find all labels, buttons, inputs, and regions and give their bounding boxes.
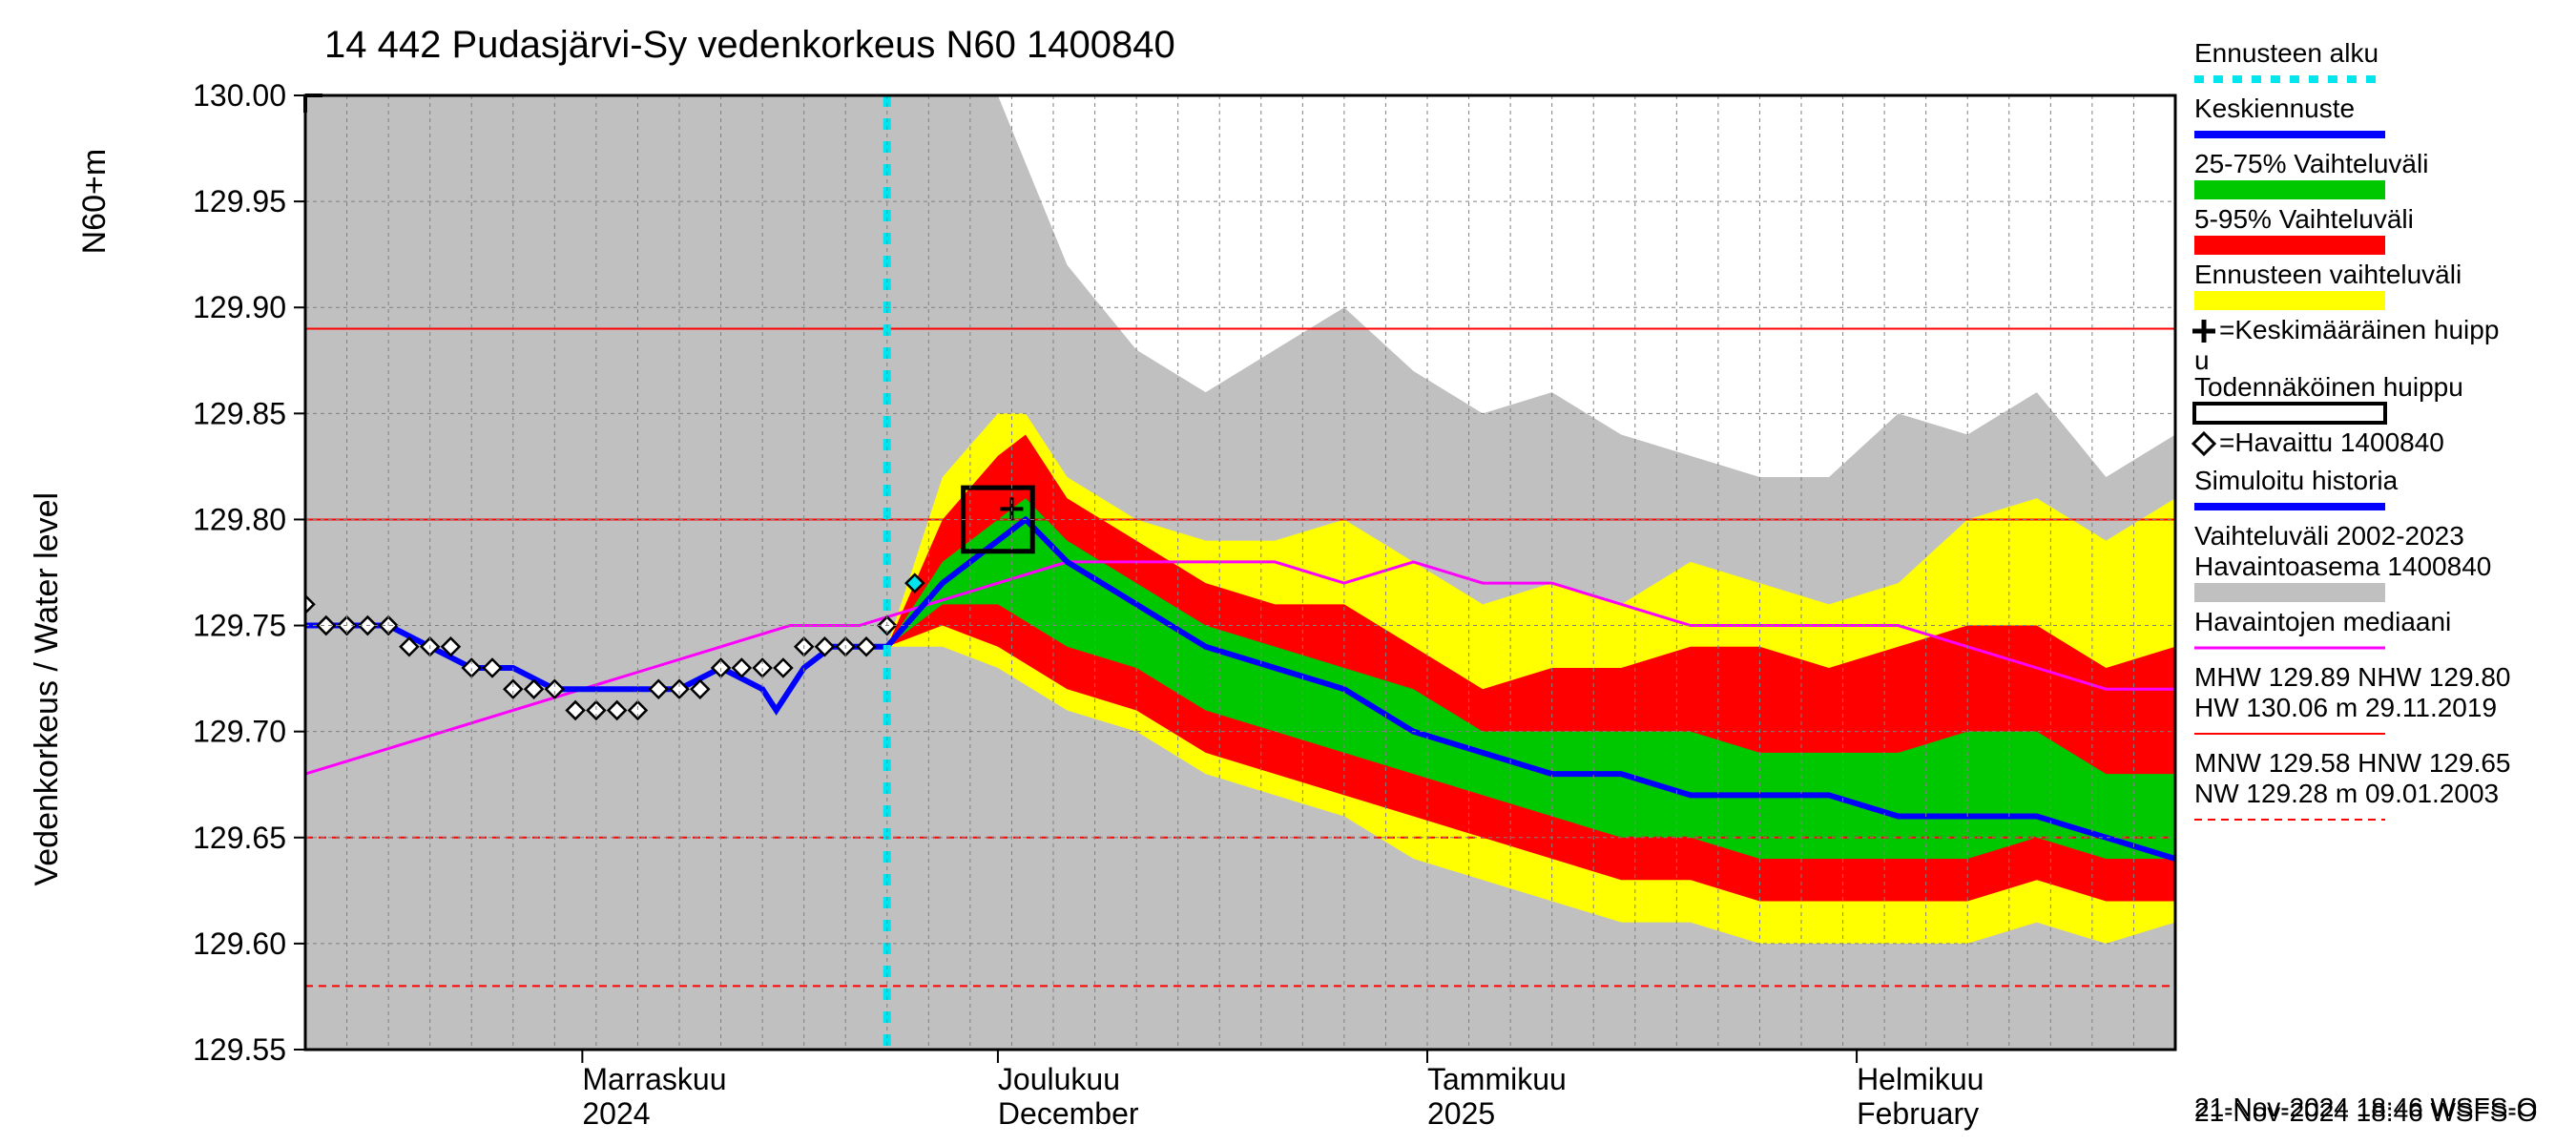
- legend-label: 5-95% Vaihteluväli: [2194, 204, 2414, 234]
- chart-footer: 21-Nov-2024 18:46 WSFS-O: [2194, 1097, 2538, 1127]
- legend-label: =Havaittu 1400840: [2219, 427, 2444, 457]
- y-tick-label: 129.55: [193, 1032, 286, 1067]
- y-tick-label: 130.00: [193, 78, 286, 113]
- y-tick-label: 129.70: [193, 715, 286, 749]
- x-month-label: Helmikuu: [1857, 1062, 1984, 1096]
- legend-label: Todennäköinen huippu: [2194, 372, 2463, 402]
- legend-label: HW 130.06 m 29.11.2019: [2194, 693, 2497, 722]
- x-month-sublabel: 2024: [582, 1096, 650, 1131]
- x-month-label: Tammikuu: [1427, 1062, 1567, 1096]
- x-month-label: Marraskuu: [582, 1062, 726, 1096]
- legend-label: Ennusteen alku: [2194, 38, 2379, 68]
- legend-label: MNW 129.58 HNW 129.65: [2194, 748, 2510, 778]
- y-tick-label: 129.90: [193, 290, 286, 324]
- y-axis-label-bottom: Vedenkorkeus / Water level: [29, 492, 65, 886]
- x-month-sublabel: 2025: [1427, 1096, 1495, 1131]
- legend-label: u: [2194, 345, 2210, 375]
- y-tick-label: 129.75: [193, 609, 286, 643]
- legend-label: =Keskimääräinen huipp: [2219, 315, 2499, 344]
- y-tick-label: 129.80: [193, 502, 286, 536]
- chart-root: 129.55 129.60 129.65 129.70 129.75 129.80 129.…: [0, 0, 2576, 1145]
- y-tick-label: 129.95: [193, 184, 286, 219]
- legend-label: 25-75% Vaihteluväli: [2194, 149, 2428, 178]
- legend-label: MHW 129.89 NHW 129.80: [2194, 662, 2510, 692]
- legend-label: Keskiennuste: [2194, 94, 2355, 123]
- chart-title: 14 442 Pudasjärvi-Sy vedenkorkeus N60 14…: [324, 24, 1175, 66]
- x-month-sublabel: February: [1857, 1096, 1979, 1131]
- water-level-chart: 129.55 129.60 129.65 129.70 129.75 129.80 129.…: [0, 0, 2576, 1145]
- x-month-label: Joulukuu: [998, 1062, 1120, 1096]
- legend-label: Vaihteluväli 2002-2023: [2194, 521, 2464, 551]
- y-tick-label: 129.85: [193, 396, 286, 430]
- x-month-sublabel: December: [998, 1096, 1139, 1131]
- y-tick-label: 129.60: [193, 926, 286, 961]
- legend-label: Havaintojen mediaani: [2194, 607, 2451, 636]
- legend-label: Ennusteen vaihteluväli: [2194, 260, 2462, 289]
- legend-label: Havaintoasema 1400840: [2194, 552, 2491, 581]
- y-axis-label-top: N60+m: [76, 149, 113, 255]
- y-tick-label: 129.65: [193, 821, 286, 855]
- legend-label: NW 129.28 m 09.01.2003: [2194, 779, 2499, 808]
- legend-label: Simuloitu historia: [2194, 466, 2399, 495]
